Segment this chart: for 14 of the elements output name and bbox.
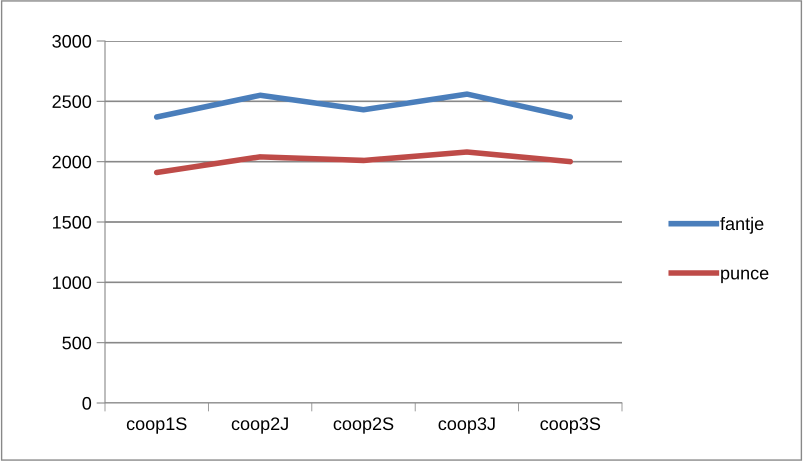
x-tick-label: coop2J [232,417,288,434]
legend-label: fantje [720,216,764,234]
y-tick-label: 1000 [53,276,92,290]
x-tick-label: coop1S [126,417,186,434]
y-tick-label: 2000 [52,156,92,168]
x-tick-label: coop2S [334,417,394,434]
y-tick-label: 1500 [53,216,92,229]
legend-label: punce [721,270,768,284]
y-tick-label: 3000 [52,34,92,48]
x-tick-label: coop3S [540,417,600,434]
y-tick-label: 2500 [52,95,92,108]
y-tick-label: 500 [62,336,92,350]
x-tick-label: coop3J [438,417,495,434]
y-tick-label: 0 [82,396,92,410]
